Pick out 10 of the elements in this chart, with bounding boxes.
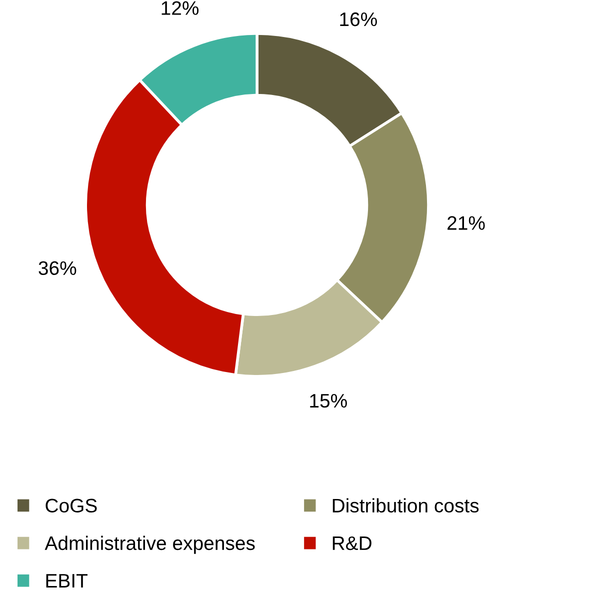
legend-label: CoGS [46,498,97,513]
legend-label: EBIT [46,574,88,588]
legend-label: Distribution costs [332,498,479,513]
data-label: 21% [448,216,485,230]
data-label: 12% [162,1,199,15]
data-label: 36% [38,261,76,276]
legend-label: Administrative expenses [44,536,255,554]
data-label: 15% [310,394,347,408]
data-label: 16% [340,12,377,26]
legend-label: R&D [332,536,372,550]
